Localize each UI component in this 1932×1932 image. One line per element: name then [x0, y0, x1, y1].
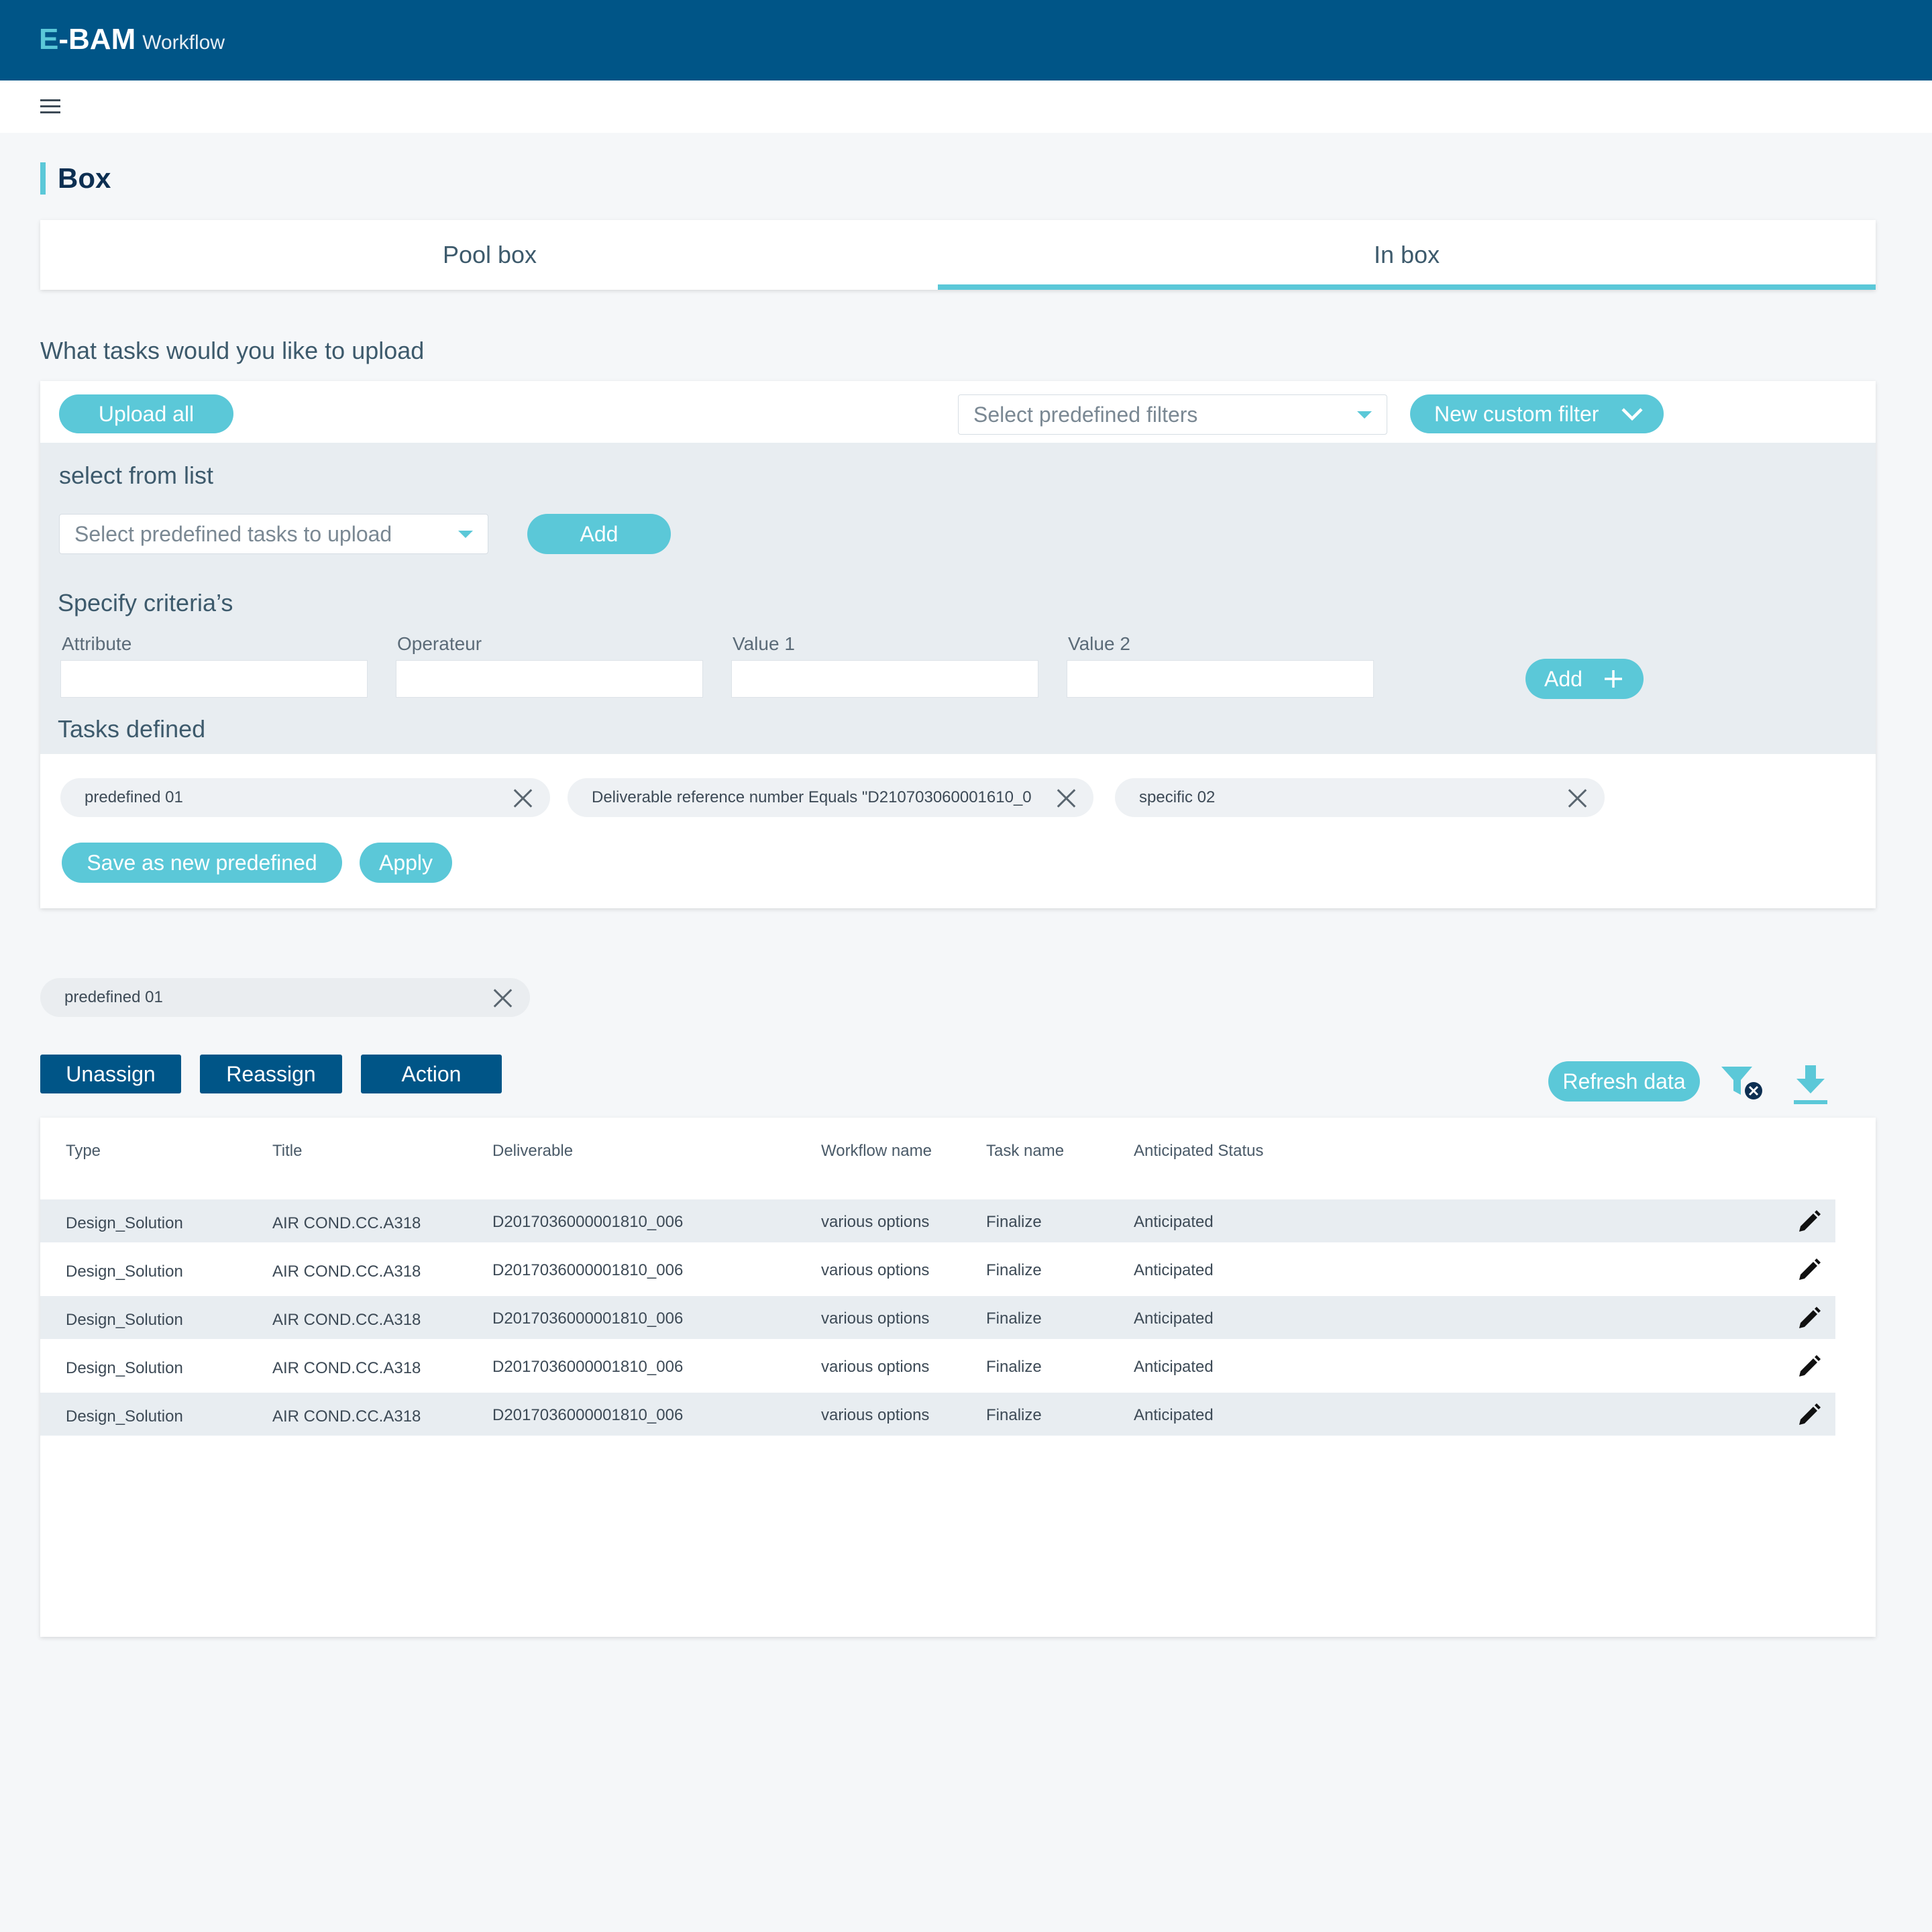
criteria-section [40, 443, 1876, 754]
predefined-tasks-select[interactable]: Select predefined tasks to upload [59, 514, 488, 554]
app-header [0, 0, 1932, 80]
menu-bar [0, 80, 1932, 133]
close-icon[interactable] [1567, 788, 1587, 808]
refresh-data-button[interactable]: Refresh data [1548, 1061, 1700, 1102]
save-as-predefined-button[interactable]: Save as new predefined [62, 843, 342, 883]
cell-task: Finalize [986, 1309, 1042, 1328]
cell-status: Anticipated [1134, 1213, 1214, 1231]
column-header[interactable]: Anticipated Status [1134, 1142, 1264, 1160]
column-header[interactable]: Task name [986, 1142, 1065, 1160]
value1-label: Value 1 [733, 633, 795, 654]
close-icon[interactable] [492, 987, 513, 1008]
column-header[interactable]: Workflow name [821, 1142, 932, 1160]
table-row[interactable] [40, 1199, 1835, 1242]
cell-workflow: various options [821, 1213, 930, 1231]
value2-label: Value 2 [1068, 633, 1130, 654]
new-custom-filter-button[interactable]: New custom filter [1410, 394, 1664, 433]
caret-down-icon [1357, 411, 1372, 419]
attribute-label: Attribute [62, 633, 132, 654]
close-icon[interactable] [1056, 788, 1076, 808]
cell-status: Anticipated [1134, 1261, 1214, 1279]
column-header[interactable]: Type [66, 1142, 101, 1160]
predefined-filters-select[interactable]: Select predefined filters [958, 394, 1387, 435]
cell-deliverable: D2017036000001810_006 [492, 1358, 684, 1376]
task-chip[interactable]: Deliverable reference number Equals "D21… [568, 778, 1093, 817]
apply-button[interactable]: Apply [360, 843, 452, 883]
upload-all-button[interactable]: Upload all [59, 394, 233, 433]
edit-pencil-icon[interactable] [1795, 1209, 1822, 1236]
task-chip[interactable]: predefined 01 [60, 778, 550, 817]
menu-icon[interactable] [40, 99, 60, 115]
box-tabs: Pool box In box [40, 220, 1876, 290]
caret-down-icon [458, 531, 473, 538]
title-accent [40, 162, 46, 195]
cell-type: Design_Solution [66, 1311, 183, 1329]
page-title: Box [58, 162, 111, 194]
table-row[interactable] [40, 1296, 1835, 1339]
cell-type: Design_Solution [66, 1263, 183, 1281]
value2-input[interactable] [1067, 660, 1374, 698]
operateur-label: Operateur [397, 633, 482, 654]
specify-criteria-heading: Specify criteria’s [58, 589, 233, 616]
add-criteria-button[interactable]: Add [1525, 659, 1644, 699]
cell-task: Finalize [986, 1261, 1042, 1279]
unassign-button[interactable]: Unassign [40, 1055, 181, 1093]
edit-pencil-icon[interactable] [1795, 1354, 1822, 1381]
edit-pencil-icon[interactable] [1795, 1257, 1822, 1284]
filter-clear-icon[interactable] [1719, 1064, 1764, 1102]
cell-title: AIR COND.CC.A318 [272, 1359, 421, 1377]
close-icon[interactable] [513, 788, 533, 808]
tasks-defined-heading: Tasks defined [58, 715, 206, 743]
cell-workflow: various options [821, 1261, 930, 1279]
edit-pencil-icon[interactable] [1795, 1305, 1822, 1332]
cell-deliverable: D2017036000001810_006 [492, 1261, 684, 1279]
active-filter-chip[interactable]: predefined 01 [40, 978, 530, 1017]
task-chip[interactable]: specific 02 [1115, 778, 1605, 817]
cell-status: Anticipated [1134, 1309, 1214, 1328]
app-subtitle: Workflow [142, 32, 225, 54]
upload-question: What tasks would you like to upload [40, 337, 425, 364]
plus-icon [1605, 670, 1622, 688]
tab-in-box[interactable]: In box [938, 220, 1876, 290]
tab-pool-box[interactable]: Pool box [442, 241, 537, 268]
value1-input[interactable] [731, 660, 1038, 698]
cell-status: Anticipated [1134, 1358, 1214, 1376]
column-header[interactable]: Deliverable [492, 1142, 574, 1160]
cell-status: Anticipated [1134, 1406, 1214, 1424]
cell-title: AIR COND.CC.A318 [272, 1407, 421, 1426]
table-row[interactable] [40, 1393, 1835, 1436]
chevron-down-icon [1621, 408, 1643, 421]
cell-type: Design_Solution [66, 1407, 183, 1426]
cell-task: Finalize [986, 1358, 1042, 1376]
cell-title: AIR COND.CC.A318 [272, 1311, 421, 1329]
cell-workflow: various options [821, 1358, 930, 1376]
cell-workflow: various options [821, 1406, 930, 1424]
edit-pencil-icon[interactable] [1795, 1402, 1822, 1429]
attribute-input[interactable] [60, 660, 368, 698]
cell-type: Design_Solution [66, 1359, 183, 1377]
add-predefined-button[interactable]: Add [527, 514, 671, 554]
download-icon[interactable] [1792, 1064, 1829, 1106]
cell-deliverable: D2017036000001810_006 [492, 1309, 684, 1328]
cell-deliverable: D2017036000001810_006 [492, 1406, 684, 1424]
action-button[interactable]: Action [361, 1055, 502, 1093]
cell-task: Finalize [986, 1213, 1042, 1231]
operateur-input[interactable] [396, 660, 703, 698]
column-header[interactable]: Title [272, 1142, 303, 1160]
cell-deliverable: D2017036000001810_006 [492, 1213, 684, 1231]
cell-title: AIR COND.CC.A318 [272, 1263, 421, 1281]
app-logo: E-BAM Workflow [39, 23, 225, 56]
cell-task: Finalize [986, 1406, 1042, 1424]
cell-workflow: various options [821, 1309, 930, 1328]
reassign-button[interactable]: Reassign [200, 1055, 342, 1093]
cell-type: Design_Solution [66, 1214, 183, 1232]
select-from-list-heading: select from list [59, 462, 214, 489]
cell-title: AIR COND.CC.A318 [272, 1214, 421, 1232]
